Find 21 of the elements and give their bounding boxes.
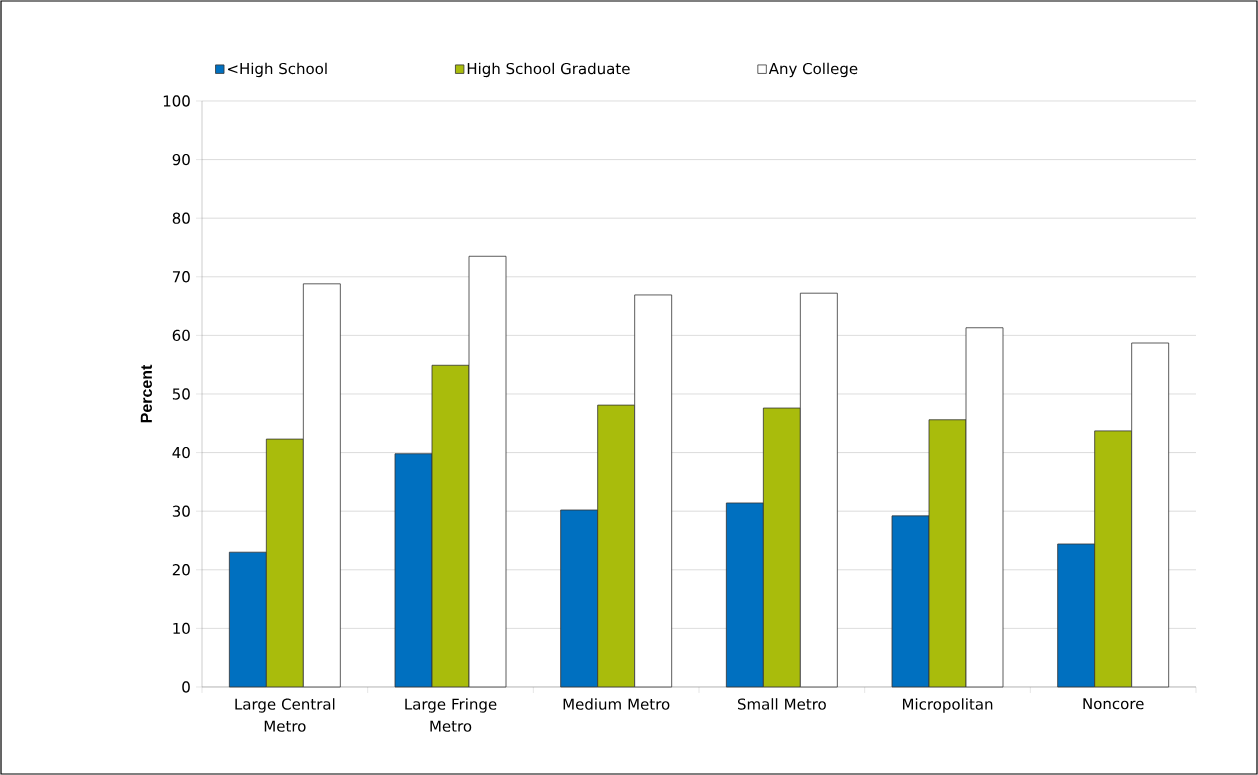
legend-label: <High School [228, 62, 327, 78]
x-tick-label: Small Metro [737, 698, 826, 710]
x-tick-label: Micropolitan [902, 698, 993, 713]
y-tick-label: 100 [163, 95, 190, 107]
y-tick-label: 70 [172, 271, 190, 283]
y-tick-label: 80 [172, 212, 190, 224]
x-tick-label: Medium Metro [563, 698, 670, 710]
y-tick-label: 10 [173, 622, 190, 635]
y-tick-label: 50 [172, 388, 190, 400]
legend-label: Any College [768, 62, 858, 78]
y-tick-label: 90 [172, 153, 190, 166]
x-tick-label: Large Central Metro [235, 698, 335, 732]
legend-label: High School Graduate [467, 62, 630, 78]
y-tick-label: 30 [172, 505, 190, 517]
x-tick-label: Noncore [1083, 698, 1144, 710]
y-axis-title: Percent [140, 364, 152, 423]
y-tick-label: 60 [172, 329, 190, 342]
x-tick-label: Large Fringe Metro [405, 698, 497, 732]
y-tick-label: 20 [172, 564, 190, 576]
y-tick-label: 40 [172, 446, 190, 459]
y-tick-label: 0 [182, 681, 190, 693]
